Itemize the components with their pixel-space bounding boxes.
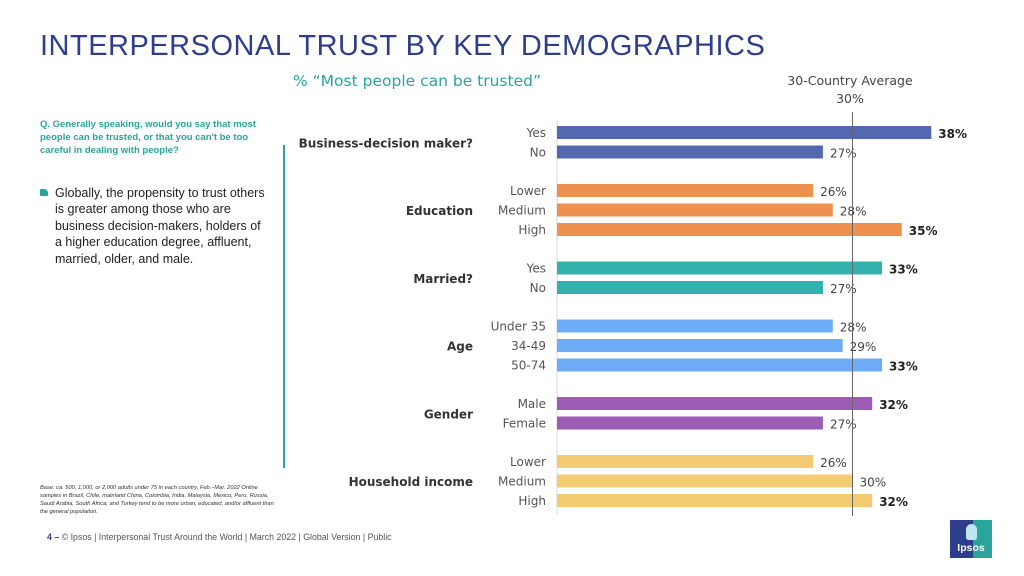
bar xyxy=(557,339,843,352)
bar xyxy=(557,281,823,294)
data-label: 32% xyxy=(879,398,908,412)
group-label: Married? xyxy=(413,272,473,286)
bar xyxy=(557,416,823,430)
category-label: Medium xyxy=(498,475,546,489)
group-label: Gender xyxy=(424,407,473,421)
data-label: 38% xyxy=(938,127,967,141)
bar xyxy=(557,203,833,217)
average-label-title: 30-Country Average xyxy=(787,73,913,88)
bullet-icon xyxy=(40,189,48,196)
key-finding: Globally, the propensity to trust others… xyxy=(40,185,270,267)
data-label: 35% xyxy=(909,224,938,238)
bar xyxy=(557,223,902,236)
category-label: 34-49 xyxy=(511,339,546,353)
data-label: 27% xyxy=(830,282,857,296)
category-label: 50-74 xyxy=(511,359,546,373)
data-label: 32% xyxy=(879,495,908,509)
data-label: 27% xyxy=(830,418,857,432)
ipsos-logo: Ipsos xyxy=(950,520,992,558)
base-note: Base: ca. 500, 1,000, or 2,000 adults un… xyxy=(40,485,274,515)
page-number: 4 – xyxy=(47,532,60,542)
category-label: Yes xyxy=(526,126,546,140)
data-label: 29% xyxy=(850,340,877,354)
data-label: 33% xyxy=(889,263,918,277)
category-label: Medium xyxy=(498,204,546,218)
group-label: Household income xyxy=(349,475,473,489)
category-label: Yes xyxy=(526,262,546,276)
average-label: 30-Country Average 30% xyxy=(780,72,920,108)
chart-subtitle: % “Most people can be trusted” xyxy=(293,72,541,90)
bar xyxy=(557,455,814,468)
category-label: High xyxy=(518,494,546,508)
footer-text: © Ipsos | Interpersonal Trust Around the… xyxy=(61,532,392,542)
data-label: 28% xyxy=(840,205,867,219)
data-label: 26% xyxy=(820,456,847,470)
category-label: Lower xyxy=(510,184,546,198)
bar xyxy=(557,145,823,159)
category-label: No xyxy=(530,281,546,295)
data-label: 30% xyxy=(860,476,887,490)
bar xyxy=(557,184,814,197)
footer: 4 – © Ipsos | Interpersonal Trust Around… xyxy=(47,532,392,542)
key-finding-text: Globally, the propensity to trust others… xyxy=(55,186,265,266)
data-label: 27% xyxy=(830,147,857,161)
group-label: Education xyxy=(406,204,473,218)
category-label: Female xyxy=(503,417,546,431)
category-label: High xyxy=(518,223,546,237)
bar xyxy=(557,126,932,139)
bar xyxy=(557,494,873,507)
bar xyxy=(557,397,873,410)
category-label: Lower xyxy=(510,455,546,469)
bar xyxy=(557,358,883,372)
data-label: 26% xyxy=(820,185,847,199)
bar xyxy=(557,261,883,275)
logo-text: Ipsos xyxy=(957,542,985,554)
average-label-value: 30% xyxy=(836,91,864,106)
bar xyxy=(557,474,853,488)
vertical-divider xyxy=(283,145,285,468)
logo-head-icon xyxy=(966,524,977,540)
page-title: INTERPERSONAL TRUST BY KEY DEMOGRAPHICS xyxy=(40,30,766,62)
data-label: 33% xyxy=(889,360,918,374)
group-label: Age xyxy=(447,340,473,354)
category-label: Under 35 xyxy=(491,320,546,334)
category-label: No xyxy=(530,146,546,160)
group-label: Business-decision maker? xyxy=(299,136,473,150)
bar xyxy=(557,319,833,333)
survey-question: Q. Generally speaking, would you say tha… xyxy=(40,119,256,156)
category-label: Male xyxy=(518,397,546,411)
data-label: 28% xyxy=(840,321,867,335)
